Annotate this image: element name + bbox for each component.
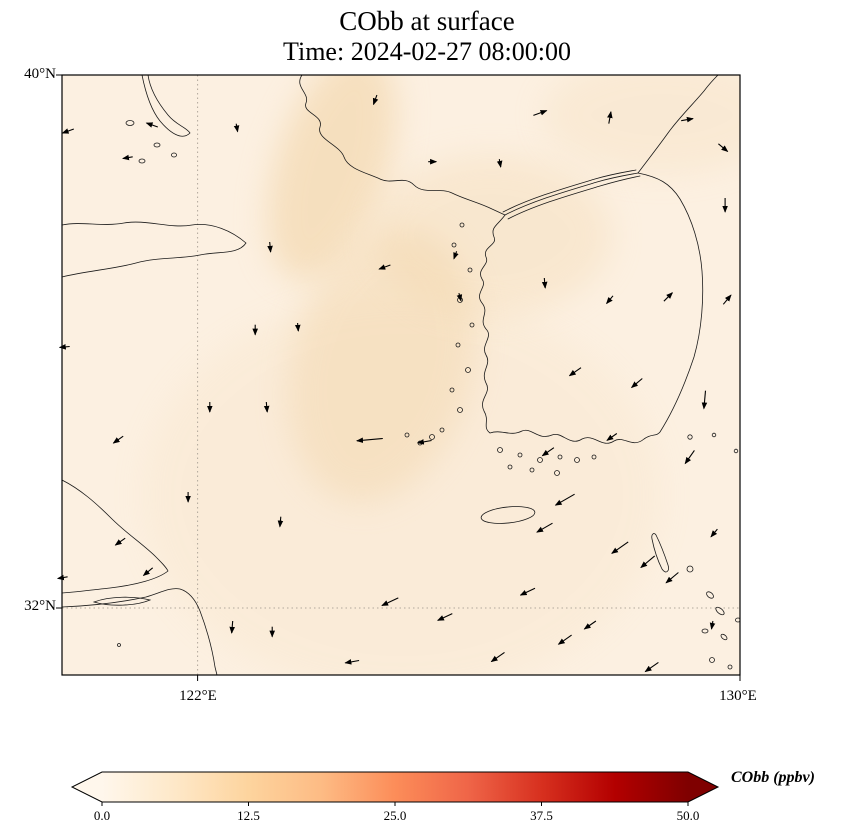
liaodong-islands — [125, 120, 177, 164]
svg-text:25.0: 25.0 — [384, 808, 407, 823]
coastline-yalu-border-3 — [502, 169, 637, 213]
wind-vector-arrows — [56, 94, 732, 673]
figure-title-block: CObb at surface Time: 2024-02-27 08:00:0… — [0, 6, 854, 67]
korea-south-coast-islands — [497, 447, 597, 476]
colorbar-ticks: 0.0 12.5 25.0 37.5 50.0 — [94, 802, 700, 823]
axes-frame — [61, 74, 741, 676]
svg-text:0.0: 0.0 — [94, 808, 110, 823]
coastline-nk-northeast — [637, 75, 719, 174]
coastline-yangtze-south-bank — [62, 588, 218, 675]
coastline-yalu-border-2 — [507, 175, 641, 220]
gridlines — [62, 75, 740, 675]
colorbar-label: CObb (ppbv) — [731, 769, 815, 786]
ytick-label-32n: 32°N — [24, 598, 56, 614]
chongming-island — [92, 596, 152, 606]
plume-band-north — [267, 75, 397, 281]
plume-faint-ne — [542, 75, 740, 175]
plot-title: CObb at surface — [339, 6, 515, 36]
east-sea-small-islands — [117, 432, 739, 647]
svg-text:37.5: 37.5 — [530, 808, 553, 823]
ytick-label-40n: 40°N — [24, 66, 56, 82]
coastlines — [62, 75, 740, 675]
map-plot — [56, 74, 741, 681]
colorbar-gradient-bar — [102, 772, 688, 802]
coastline-liaodong-tip — [141, 75, 191, 137]
xtick-label-130e: 130°E — [719, 688, 757, 704]
jeju-island — [480, 506, 536, 524]
kyushu-goto-islands — [686, 565, 740, 670]
coastline-ne-china-nk-west — [299, 75, 506, 216]
colorbar-extend-max-arrow — [688, 772, 718, 802]
coastline-yalu-border-1 — [504, 172, 639, 216]
colorbar-extend-min-arrow — [72, 772, 102, 802]
svg-text:50.0: 50.0 — [677, 808, 700, 823]
plot-subtitle-time: Time: 2024-02-27 08:00:00 — [283, 37, 571, 67]
axis-tick-marks — [56, 74, 741, 681]
svg-text:12.5: 12.5 — [237, 808, 260, 823]
coastline-shandong — [62, 221, 247, 278]
korea-west-coast-islands — [404, 222, 475, 446]
concentration-shading — [62, 75, 740, 675]
coastline-jiangsu — [62, 479, 169, 594]
tsushima-island — [651, 533, 669, 573]
coastline-korea-peninsula — [479, 172, 704, 444]
plume-korea-nw — [372, 155, 612, 315]
xtick-label-122e: 122°E — [179, 688, 217, 704]
colorbar: 0.0 12.5 25.0 37.5 50.0 — [70, 771, 720, 823]
